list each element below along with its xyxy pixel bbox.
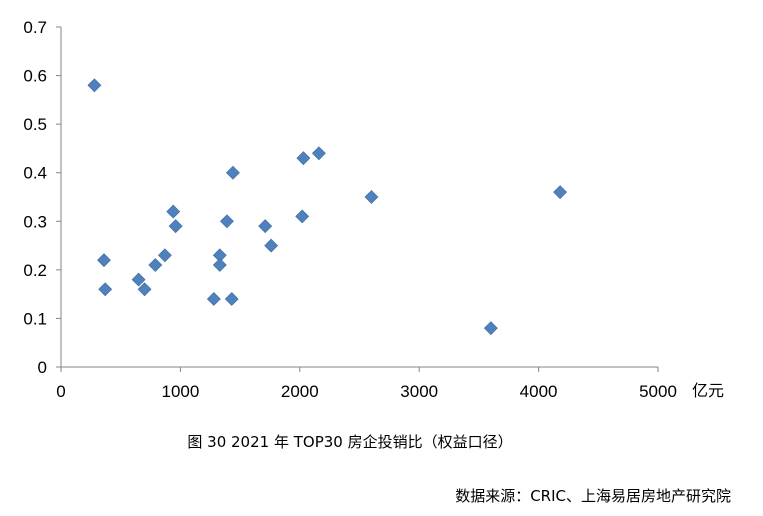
- data-point: [206, 292, 221, 306]
- y-tick-label: 0.4: [23, 164, 47, 183]
- data-source: 数据来源：CRIC、上海易居房地产研究院: [455, 487, 731, 505]
- y-tick-label: 0: [38, 358, 47, 377]
- data-point: [220, 214, 234, 229]
- x-tick-label: 1000: [161, 382, 199, 401]
- y-tick-label: 0.2: [23, 261, 47, 280]
- x-tick-label: 3000: [400, 382, 438, 401]
- data-point: [553, 185, 568, 200]
- data-point: [166, 204, 181, 219]
- data-point: [97, 253, 111, 268]
- x-tick-label: 0: [56, 382, 65, 401]
- x-axis-unit-label: 亿元: [692, 381, 724, 400]
- data-point: [264, 238, 279, 253]
- data-point: [148, 258, 163, 272]
- y-tick-label: 0.5: [23, 115, 47, 134]
- data-point: [87, 78, 102, 93]
- data-point: [295, 209, 310, 224]
- x-axis: 0 1000 2000 3000 4000 5000: [56, 366, 677, 401]
- data-point: [98, 282, 113, 297]
- data-point: [483, 321, 498, 336]
- figure-caption: 图 30 2021 年 TOP30 房企投销比（权益口径）: [187, 433, 513, 451]
- y-axis: 0 0.1 0.2 0.3 0.4 0.5 0.6 0.7: [23, 18, 62, 377]
- data-point: [137, 282, 152, 297]
- y-tick-label: 0.1: [23, 309, 47, 328]
- x-tick-label: 5000: [639, 382, 677, 401]
- data-point: [168, 219, 183, 234]
- x-tick-label: 2000: [281, 382, 319, 401]
- scatter-chart: 0 0.1 0.2 0.3 0.4 0.5 0.6 0.7 0 1000 2000 3000 4000…: [23, 18, 724, 401]
- data-point: [296, 151, 311, 166]
- data-point: [364, 190, 379, 204]
- data-point: [226, 165, 240, 180]
- data-point: [212, 258, 227, 272]
- data-points: [87, 78, 568, 336]
- y-tick-label: 0.7: [23, 18, 47, 37]
- y-tick-label: 0.3: [23, 212, 47, 231]
- y-tick-label: 0.6: [23, 67, 47, 86]
- data-point: [131, 272, 146, 287]
- data-point: [311, 146, 326, 161]
- data-point: [224, 292, 239, 306]
- x-tick-label: 4000: [520, 382, 558, 401]
- data-point: [157, 248, 172, 263]
- data-point: [258, 219, 273, 234]
